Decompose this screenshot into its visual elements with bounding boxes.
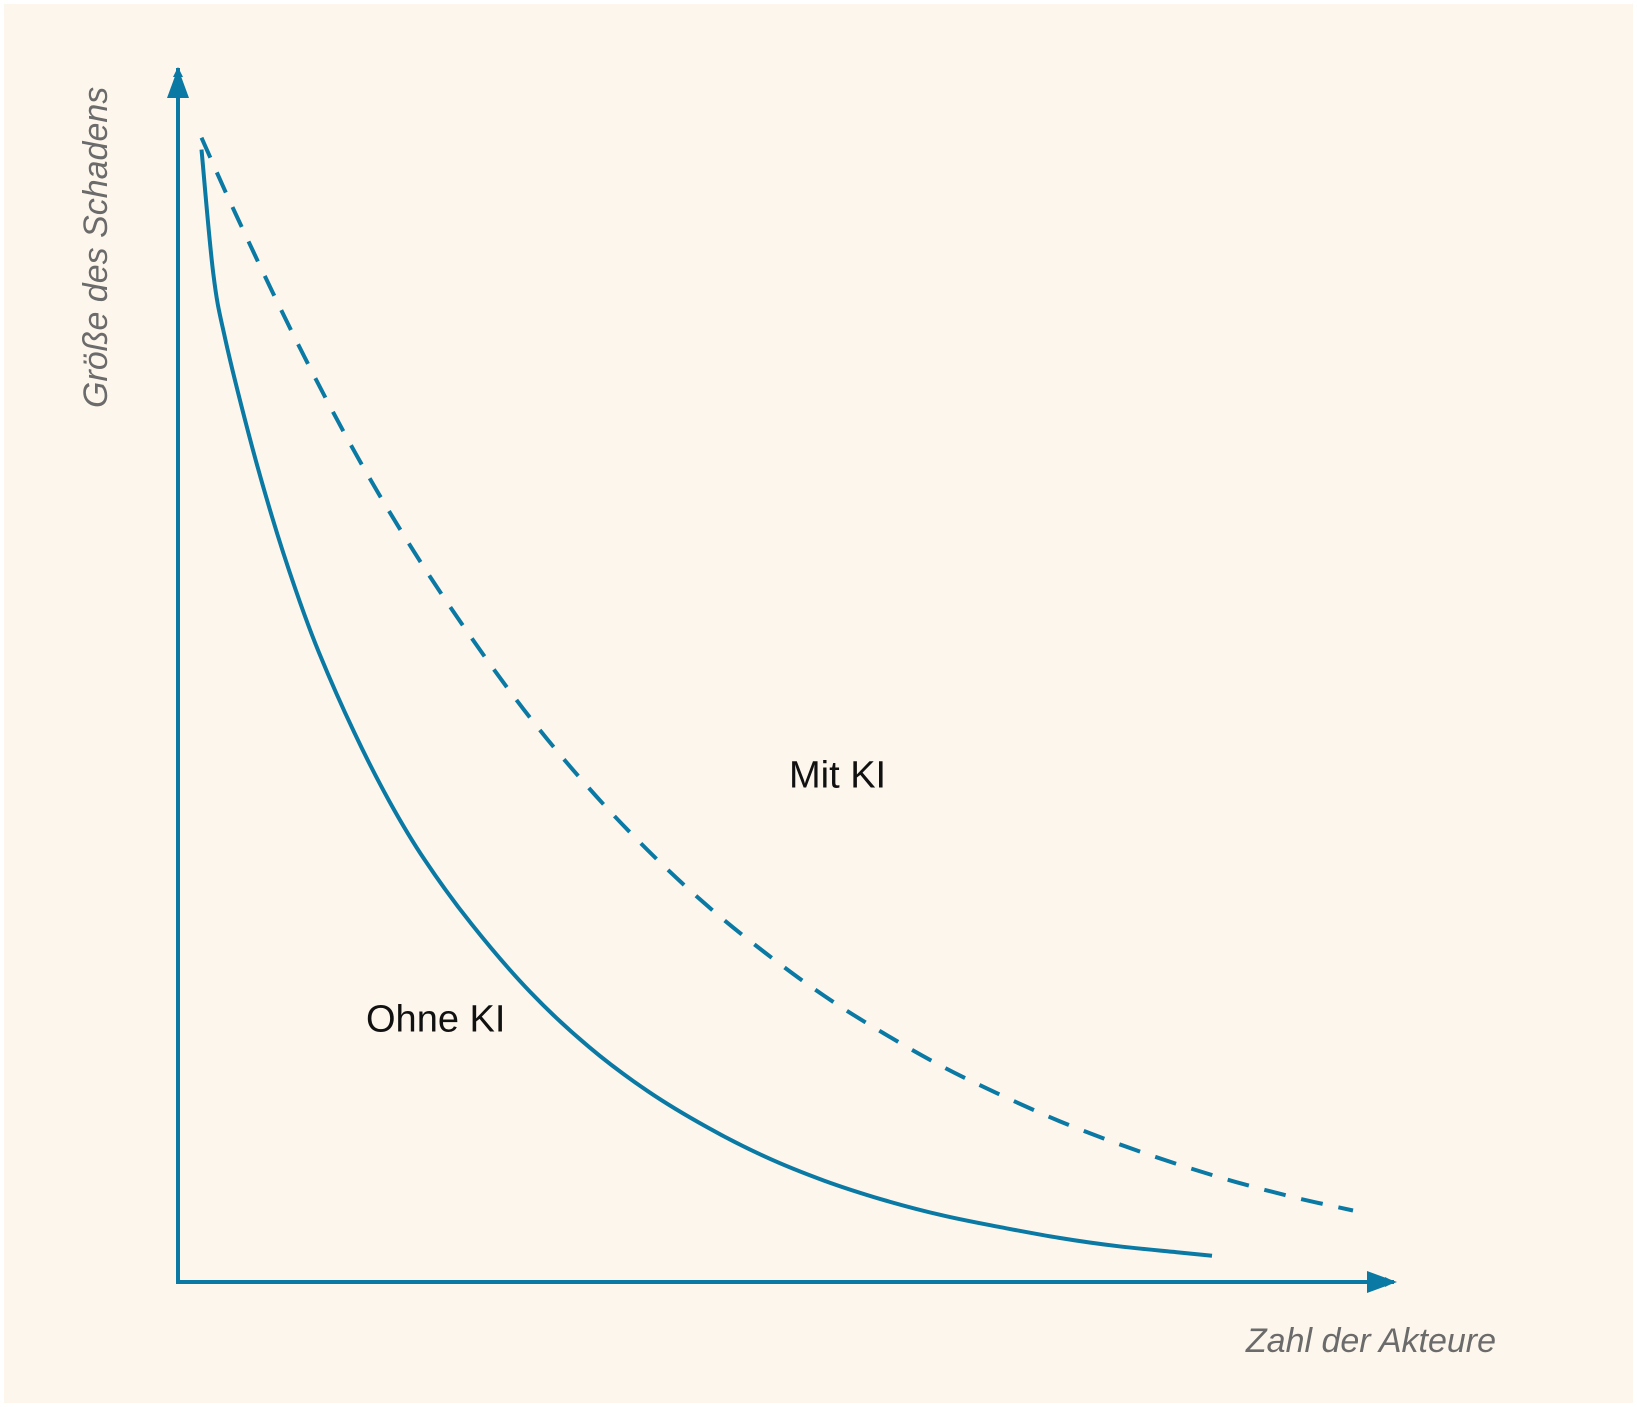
y-axis-arrow-icon [167, 68, 189, 98]
x-axis-arrow-icon [1367, 1271, 1397, 1293]
series-label-mit-ki: Mit KI [789, 754, 886, 796]
series-line-ohne-ki [199, 149, 1213, 1258]
labels-layer: Größe des Schadens Zahl der Akteure Ohne… [77, 87, 1496, 1360]
chart-panel: Größe des Schadens Zahl der Akteure Ohne… [4, 4, 1633, 1403]
y-axis-label: Größe des Schadens [77, 87, 115, 408]
series-label-ohne-ki: Ohne KI [366, 999, 505, 1041]
series-layer [199, 136, 1354, 1258]
axes [167, 67, 1397, 1293]
x-axis-label: Zahl der Akteure [1245, 1322, 1496, 1360]
chart-svg: Größe des Schadens Zahl der Akteure Ohne… [77, 67, 1496, 1360]
series-line-mit-ki [199, 136, 1354, 1213]
